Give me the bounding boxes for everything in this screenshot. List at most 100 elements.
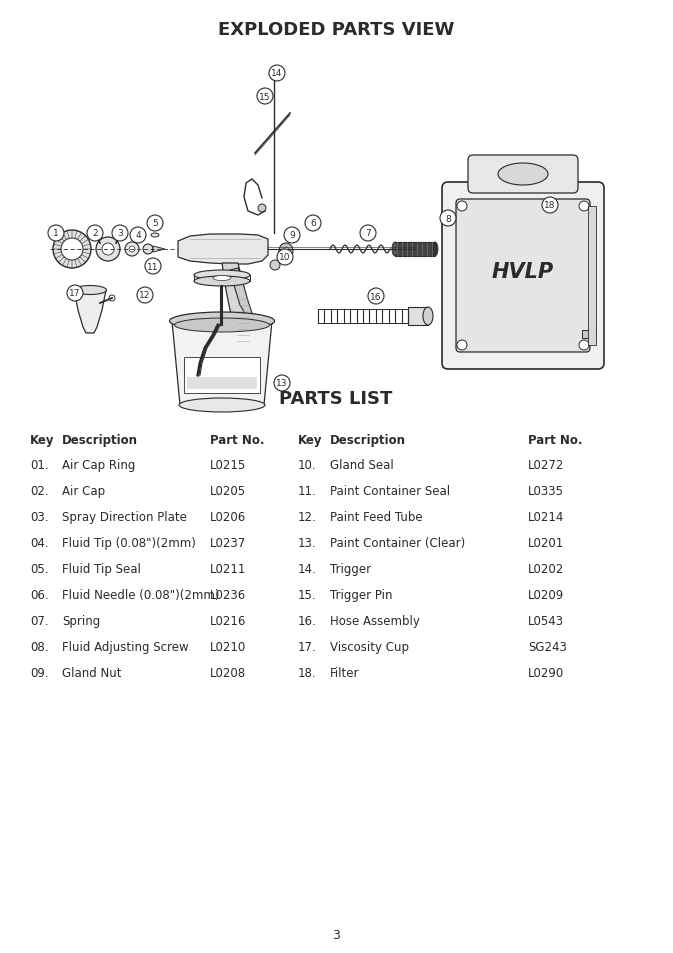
Text: Fluid Tip Seal: Fluid Tip Seal	[62, 562, 141, 576]
Text: 05.: 05.	[30, 562, 48, 576]
Circle shape	[269, 66, 285, 82]
Text: L0208: L0208	[210, 666, 246, 679]
Circle shape	[109, 295, 115, 302]
Circle shape	[368, 289, 384, 305]
FancyBboxPatch shape	[442, 183, 604, 370]
FancyBboxPatch shape	[456, 200, 590, 353]
Circle shape	[257, 89, 273, 105]
Text: L0216: L0216	[210, 615, 246, 627]
Ellipse shape	[392, 243, 398, 256]
Text: Description: Description	[330, 434, 406, 447]
Text: L0211: L0211	[210, 562, 246, 576]
Text: 17: 17	[69, 289, 81, 298]
Text: L0205: L0205	[210, 484, 246, 497]
Polygon shape	[222, 264, 250, 349]
Ellipse shape	[432, 243, 438, 256]
Text: Fluid Tip (0.08")(2mm): Fluid Tip (0.08")(2mm)	[62, 537, 196, 550]
Text: 15.: 15.	[298, 588, 316, 601]
Polygon shape	[74, 291, 106, 334]
Text: 3: 3	[332, 928, 340, 942]
Circle shape	[112, 226, 128, 242]
Text: Paint Feed Tube: Paint Feed Tube	[330, 511, 423, 523]
Circle shape	[277, 250, 293, 266]
Text: Gland Nut: Gland Nut	[62, 666, 122, 679]
Text: 5: 5	[152, 219, 158, 229]
Text: EXPLODED PARTS VIEW: EXPLODED PARTS VIEW	[218, 21, 454, 39]
Text: L0202: L0202	[528, 562, 564, 576]
Text: L0272: L0272	[528, 458, 565, 472]
Text: Fluid Adjusting Screw: Fluid Adjusting Screw	[62, 640, 188, 654]
Ellipse shape	[179, 398, 265, 413]
Text: L0215: L0215	[210, 458, 246, 472]
Ellipse shape	[151, 233, 159, 237]
Bar	[408, 308, 428, 326]
Text: Air Cap: Air Cap	[62, 484, 105, 497]
Text: 02.: 02.	[30, 484, 48, 497]
Text: Filter: Filter	[330, 666, 359, 679]
Text: 2: 2	[92, 230, 98, 238]
Ellipse shape	[283, 248, 289, 255]
Text: 10.: 10.	[298, 458, 316, 472]
Text: Gland Seal: Gland Seal	[330, 458, 394, 472]
Circle shape	[145, 258, 161, 274]
Ellipse shape	[194, 271, 250, 281]
Text: 1: 1	[53, 230, 59, 238]
Text: 08.: 08.	[30, 640, 48, 654]
Polygon shape	[230, 269, 252, 315]
Text: 06.: 06.	[30, 588, 48, 601]
Polygon shape	[153, 247, 165, 253]
Text: 01.: 01.	[30, 458, 48, 472]
Text: 04.: 04.	[30, 537, 48, 550]
Text: 12.: 12.	[298, 511, 317, 523]
Text: SG243: SG243	[528, 640, 567, 654]
Ellipse shape	[53, 231, 91, 269]
Polygon shape	[172, 322, 272, 406]
Text: L0209: L0209	[528, 588, 564, 601]
Ellipse shape	[125, 243, 139, 256]
Circle shape	[147, 215, 163, 232]
Text: L0237: L0237	[210, 537, 246, 550]
Polygon shape	[178, 234, 268, 265]
Text: 11.: 11.	[298, 484, 317, 497]
Text: 13.: 13.	[298, 537, 316, 550]
Text: Trigger: Trigger	[330, 562, 371, 576]
Ellipse shape	[143, 245, 153, 254]
Text: L0543: L0543	[528, 615, 564, 627]
Text: 15: 15	[259, 92, 271, 101]
Circle shape	[137, 288, 153, 304]
Text: Air Cap Ring: Air Cap Ring	[62, 458, 135, 472]
Circle shape	[542, 198, 558, 213]
Text: Hose Assembly: Hose Assembly	[330, 615, 420, 627]
Text: L0210: L0210	[210, 640, 246, 654]
Text: Part No.: Part No.	[210, 434, 264, 447]
Circle shape	[67, 286, 83, 302]
Circle shape	[87, 226, 103, 242]
Text: HVLP: HVLP	[492, 261, 554, 281]
Circle shape	[130, 228, 146, 244]
Text: 14: 14	[271, 70, 283, 78]
Text: 14.: 14.	[298, 562, 317, 576]
Circle shape	[457, 202, 467, 212]
Text: 8: 8	[445, 214, 451, 223]
Ellipse shape	[213, 276, 231, 281]
Text: 11: 11	[147, 262, 159, 272]
Circle shape	[305, 215, 321, 232]
Text: 9: 9	[289, 232, 295, 240]
Text: 18: 18	[544, 201, 556, 211]
Ellipse shape	[61, 239, 83, 261]
Text: 17.: 17.	[298, 640, 317, 654]
Text: 7: 7	[365, 230, 371, 238]
Text: Key: Key	[298, 434, 322, 447]
Bar	[395, 243, 435, 256]
Text: PARTS LIST: PARTS LIST	[279, 390, 392, 408]
Circle shape	[579, 202, 589, 212]
Bar	[187, 377, 257, 390]
Text: 03.: 03.	[30, 511, 48, 523]
Text: Spring: Spring	[62, 615, 100, 627]
Text: Trigger Pin: Trigger Pin	[330, 588, 392, 601]
Ellipse shape	[423, 308, 433, 326]
Ellipse shape	[102, 244, 114, 255]
Text: Description: Description	[62, 434, 138, 447]
Text: 6: 6	[310, 219, 316, 229]
Text: L0335: L0335	[528, 484, 564, 497]
